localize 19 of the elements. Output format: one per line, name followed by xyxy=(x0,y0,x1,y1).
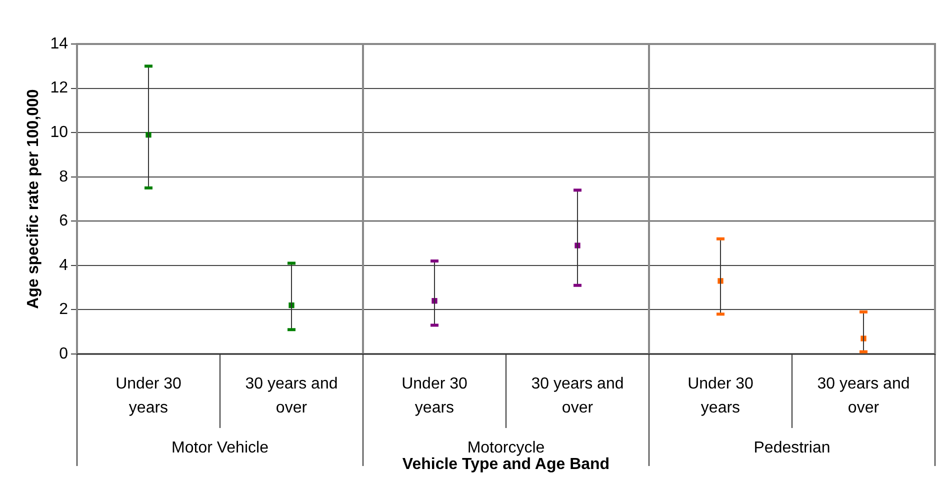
x-axis-title: Vehicle Type and Age Band xyxy=(402,456,610,473)
y-tick-label: 6 xyxy=(59,212,68,230)
x-tick-label: 30 years and over xyxy=(531,375,624,416)
y-axis-title: Age specific rate per 100,000 xyxy=(25,89,42,309)
y-tick-label: 12 xyxy=(50,80,68,97)
text: Motorcycle xyxy=(467,439,545,456)
y-tick-label: 14 xyxy=(50,35,68,52)
x-tick-label: Under 30 years xyxy=(402,375,468,416)
x-tick-label: Under 30 years xyxy=(116,375,182,416)
y-tick-label: 0 xyxy=(59,345,68,362)
y-tick-label: 4 xyxy=(59,256,68,274)
x-tick-label: Under 30 years xyxy=(688,375,754,416)
x-tick-label: 30 years and over xyxy=(817,375,910,416)
y-tick-label: 2 xyxy=(59,301,68,318)
y-tick-label: 10 xyxy=(50,124,68,141)
y-tick-label: 8 xyxy=(59,168,68,186)
text: Motor Vehicle xyxy=(172,439,269,456)
x-tick-label: 30 years and over xyxy=(245,375,338,416)
text: Pedestrian xyxy=(754,439,830,456)
